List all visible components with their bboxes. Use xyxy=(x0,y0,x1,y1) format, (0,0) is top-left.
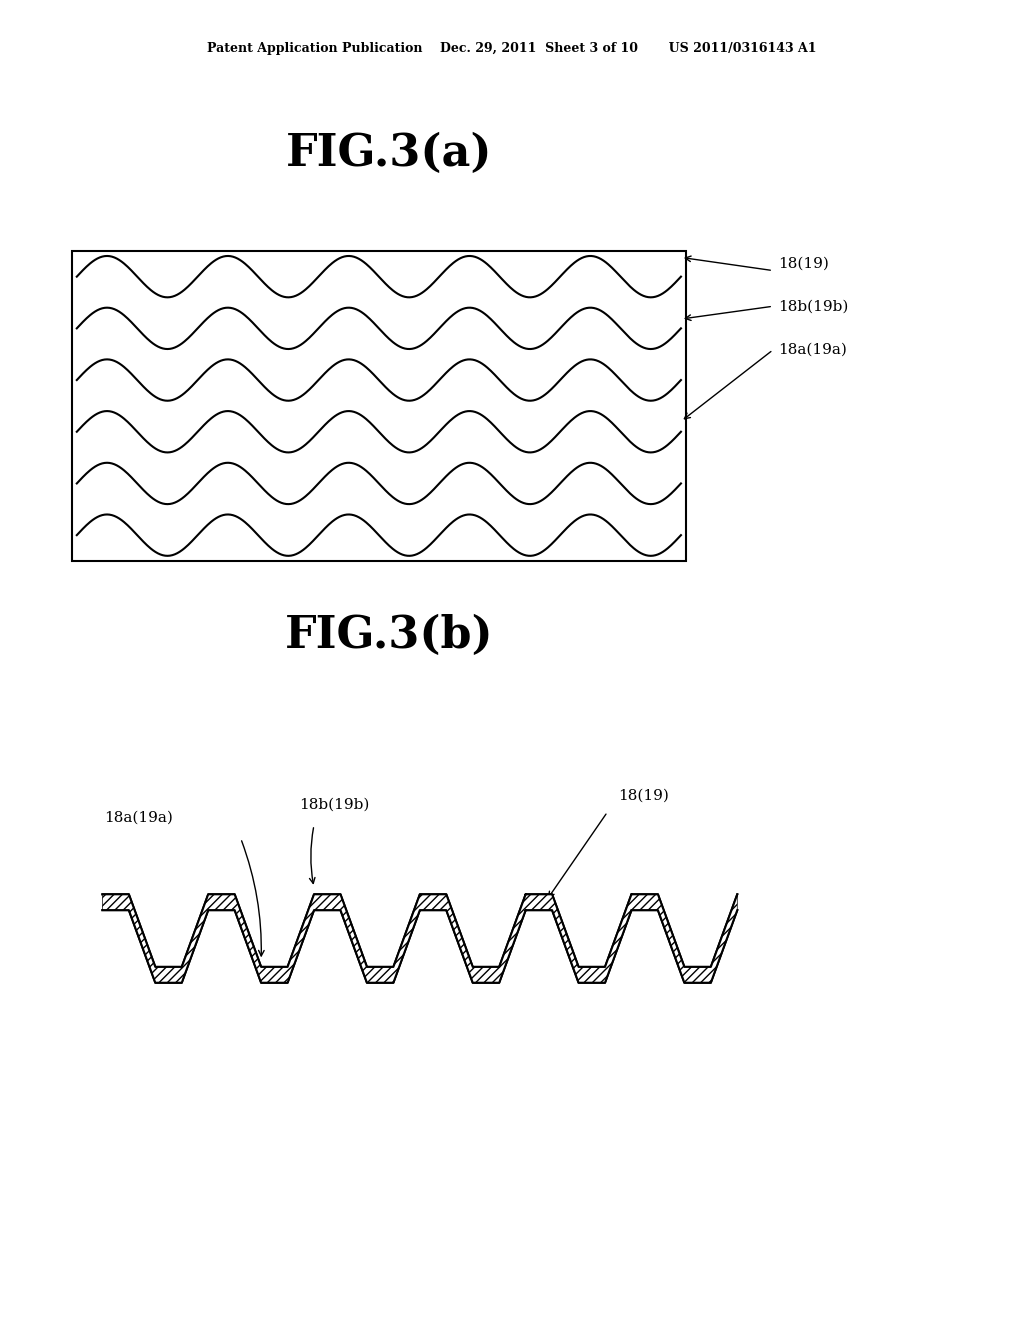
Text: 18a(19a): 18a(19a) xyxy=(103,810,173,825)
Text: 18(19): 18(19) xyxy=(617,788,669,803)
Text: Patent Application Publication    Dec. 29, 2011  Sheet 3 of 10       US 2011/031: Patent Application Publication Dec. 29, … xyxy=(207,42,817,55)
Text: 18a(19a): 18a(19a) xyxy=(778,343,847,356)
Text: 18b(19b): 18b(19b) xyxy=(299,797,370,812)
Text: 18(19): 18(19) xyxy=(778,257,829,271)
Text: FIG.3(b): FIG.3(b) xyxy=(285,614,494,657)
Bar xyxy=(72,251,686,561)
Polygon shape xyxy=(102,895,737,982)
Text: FIG.3(a): FIG.3(a) xyxy=(286,132,493,176)
Text: 18b(19b): 18b(19b) xyxy=(778,300,849,313)
